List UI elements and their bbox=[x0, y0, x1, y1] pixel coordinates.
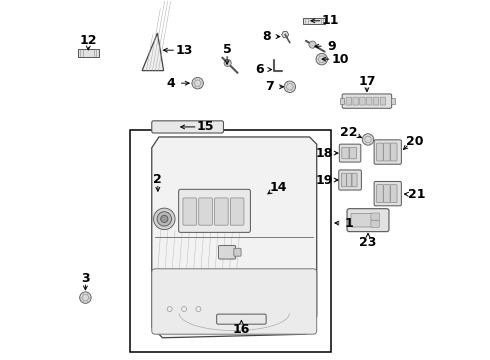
FancyBboxPatch shape bbox=[384, 185, 390, 203]
Text: 23: 23 bbox=[359, 235, 377, 249]
FancyBboxPatch shape bbox=[217, 314, 266, 324]
Text: 17: 17 bbox=[358, 75, 376, 88]
Circle shape bbox=[362, 134, 374, 145]
FancyBboxPatch shape bbox=[377, 143, 383, 161]
Text: 9: 9 bbox=[328, 40, 336, 53]
FancyBboxPatch shape bbox=[347, 209, 389, 231]
Text: 16: 16 bbox=[233, 323, 250, 336]
FancyBboxPatch shape bbox=[374, 181, 401, 206]
Text: 4: 4 bbox=[166, 77, 175, 90]
Circle shape bbox=[153, 208, 175, 230]
FancyBboxPatch shape bbox=[391, 98, 394, 104]
FancyBboxPatch shape bbox=[352, 173, 357, 187]
Circle shape bbox=[157, 212, 171, 226]
FancyBboxPatch shape bbox=[340, 98, 343, 104]
FancyBboxPatch shape bbox=[373, 97, 379, 105]
Text: 22: 22 bbox=[341, 126, 358, 139]
FancyBboxPatch shape bbox=[152, 121, 223, 133]
FancyBboxPatch shape bbox=[342, 147, 349, 159]
Text: 18: 18 bbox=[316, 147, 333, 159]
FancyBboxPatch shape bbox=[371, 213, 379, 220]
FancyBboxPatch shape bbox=[303, 18, 325, 24]
Text: 15: 15 bbox=[197, 121, 215, 134]
Text: 21: 21 bbox=[409, 188, 426, 201]
Text: 7: 7 bbox=[265, 80, 273, 93]
FancyBboxPatch shape bbox=[346, 173, 352, 187]
FancyBboxPatch shape bbox=[367, 97, 372, 105]
FancyBboxPatch shape bbox=[230, 198, 244, 225]
FancyBboxPatch shape bbox=[380, 97, 386, 105]
Text: 3: 3 bbox=[81, 272, 90, 285]
Circle shape bbox=[316, 53, 327, 65]
Circle shape bbox=[224, 59, 231, 67]
Text: 5: 5 bbox=[222, 43, 231, 56]
FancyBboxPatch shape bbox=[179, 189, 250, 232]
Text: 6: 6 bbox=[255, 63, 264, 76]
Bar bbox=[130, 130, 331, 352]
PathPatch shape bbox=[152, 137, 317, 338]
FancyBboxPatch shape bbox=[152, 269, 317, 334]
FancyBboxPatch shape bbox=[183, 198, 196, 225]
Circle shape bbox=[192, 77, 203, 89]
Circle shape bbox=[284, 81, 295, 93]
Text: 8: 8 bbox=[262, 30, 270, 43]
Circle shape bbox=[309, 41, 316, 48]
FancyBboxPatch shape bbox=[371, 220, 379, 227]
FancyBboxPatch shape bbox=[339, 170, 361, 190]
Circle shape bbox=[161, 215, 168, 222]
Text: 2: 2 bbox=[153, 173, 162, 186]
Text: 19: 19 bbox=[316, 174, 333, 186]
FancyBboxPatch shape bbox=[78, 49, 98, 57]
FancyBboxPatch shape bbox=[353, 97, 358, 105]
FancyBboxPatch shape bbox=[360, 97, 365, 105]
FancyBboxPatch shape bbox=[374, 140, 401, 164]
FancyBboxPatch shape bbox=[339, 144, 361, 162]
FancyBboxPatch shape bbox=[391, 143, 397, 161]
FancyBboxPatch shape bbox=[384, 143, 390, 161]
FancyBboxPatch shape bbox=[349, 147, 357, 159]
FancyBboxPatch shape bbox=[199, 198, 212, 225]
FancyBboxPatch shape bbox=[342, 173, 346, 187]
FancyBboxPatch shape bbox=[342, 94, 392, 108]
FancyBboxPatch shape bbox=[215, 198, 228, 225]
Text: 12: 12 bbox=[79, 34, 97, 47]
FancyBboxPatch shape bbox=[219, 246, 236, 259]
Polygon shape bbox=[142, 33, 164, 71]
FancyBboxPatch shape bbox=[377, 185, 383, 203]
Text: 1: 1 bbox=[344, 216, 353, 230]
FancyBboxPatch shape bbox=[234, 248, 241, 256]
Text: 11: 11 bbox=[322, 14, 339, 27]
FancyBboxPatch shape bbox=[346, 97, 351, 105]
FancyBboxPatch shape bbox=[351, 213, 374, 227]
Text: 20: 20 bbox=[406, 135, 424, 148]
FancyBboxPatch shape bbox=[391, 185, 397, 203]
Text: 13: 13 bbox=[175, 44, 193, 57]
Circle shape bbox=[80, 292, 91, 303]
Text: 14: 14 bbox=[270, 181, 288, 194]
Text: 10: 10 bbox=[331, 53, 348, 66]
